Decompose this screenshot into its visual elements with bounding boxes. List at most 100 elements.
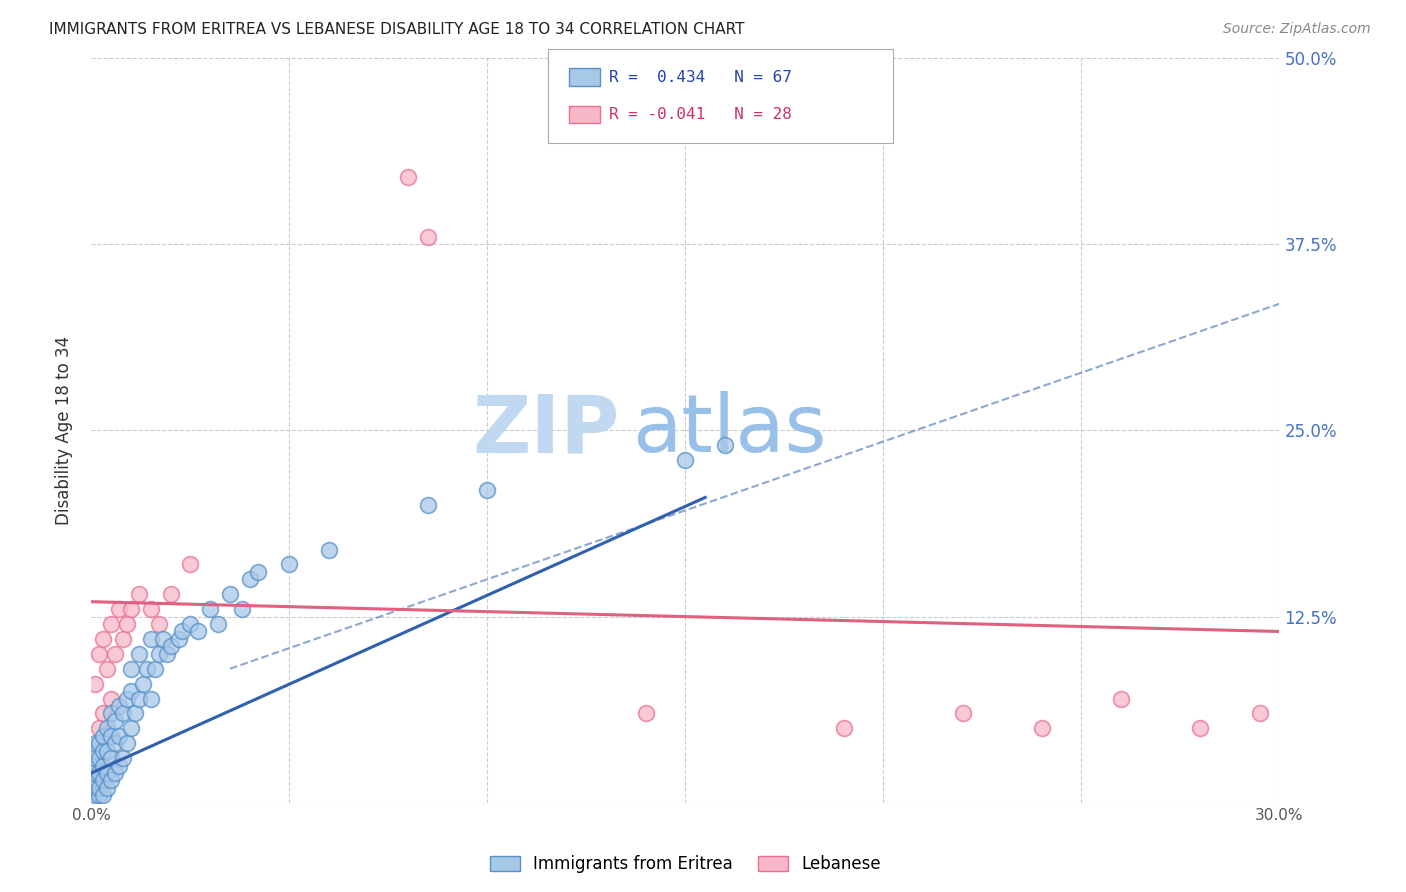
Text: ZIP: ZIP (472, 392, 620, 469)
Point (1031, 721, 1053, 735)
Point (318, 542, 340, 557)
Point (120, 721, 142, 735)
Point (91, 789, 114, 803)
Point (673, 453, 696, 467)
Text: R =  0.434   N = 67: R = 0.434 N = 67 (609, 70, 792, 85)
Point (91, 758, 114, 772)
Text: R = -0.041   N = 28: R = -0.041 N = 28 (609, 107, 792, 122)
Point (89, 647, 111, 661)
Point (128, 647, 150, 661)
Point (84, 744, 107, 758)
Point (231, 602, 253, 616)
Y-axis label: Disability Age 18 to 34: Disability Age 18 to 34 (55, 335, 73, 525)
Point (96, 744, 118, 758)
Point (91, 744, 114, 758)
Point (96, 662, 118, 676)
Point (139, 602, 162, 616)
Point (104, 714, 127, 728)
Point (89, 780, 111, 795)
Point (139, 691, 162, 706)
Point (91, 729, 114, 743)
Point (246, 565, 269, 579)
Point (477, 483, 499, 497)
Point (89, 736, 111, 750)
Point (115, 617, 138, 632)
Point (91, 632, 114, 646)
Point (128, 691, 150, 706)
Point (148, 617, 170, 632)
Point (108, 602, 131, 616)
Point (91, 773, 114, 788)
Point (120, 602, 142, 616)
Point (115, 691, 138, 706)
Point (84, 758, 107, 772)
Point (139, 632, 162, 646)
Point (89, 751, 111, 765)
Point (187, 624, 209, 639)
Point (1249, 706, 1271, 721)
Point (108, 698, 131, 713)
Point (91, 706, 114, 721)
Point (84, 676, 107, 690)
Point (84, 789, 107, 803)
Point (156, 647, 179, 661)
Point (148, 647, 170, 661)
Legend: Immigrants from Eritrea, Lebanese: Immigrants from Eritrea, Lebanese (484, 849, 887, 880)
Point (219, 587, 242, 601)
Point (100, 617, 122, 632)
Point (96, 766, 118, 780)
Point (108, 729, 131, 743)
Point (96, 780, 118, 795)
Point (1109, 691, 1132, 706)
Point (167, 632, 190, 646)
Point (100, 729, 122, 743)
Point (84, 780, 107, 795)
Point (143, 662, 166, 676)
Point (179, 558, 201, 572)
Point (84, 773, 107, 788)
Point (120, 662, 142, 676)
Point (159, 640, 181, 654)
Point (115, 736, 138, 750)
Point (278, 558, 301, 572)
Point (89, 721, 111, 735)
Point (634, 706, 657, 721)
Point (416, 229, 439, 244)
Text: atlas: atlas (631, 392, 827, 469)
Point (89, 766, 111, 780)
Point (112, 706, 135, 721)
Point (100, 706, 122, 721)
Point (1189, 721, 1212, 735)
Point (84, 751, 107, 765)
Point (132, 676, 155, 690)
Point (159, 587, 181, 601)
Point (89, 789, 111, 803)
Point (104, 766, 127, 780)
Point (135, 662, 157, 676)
Point (84, 780, 107, 795)
Point (96, 721, 118, 735)
Point (84, 736, 107, 750)
Point (714, 438, 737, 452)
Text: Source: ZipAtlas.com: Source: ZipAtlas.com (1223, 22, 1371, 37)
Point (172, 624, 194, 639)
Point (124, 706, 146, 721)
Point (104, 736, 127, 750)
Point (179, 617, 201, 632)
Text: IMMIGRANTS FROM ERITREA VS LEBANESE DISABILITY AGE 18 TO 34 CORRELATION CHART: IMMIGRANTS FROM ERITREA VS LEBANESE DISA… (49, 22, 745, 37)
Point (100, 691, 122, 706)
Point (396, 170, 419, 185)
Point (207, 617, 229, 632)
Point (104, 647, 127, 661)
Point (239, 573, 262, 587)
Point (120, 684, 142, 698)
Point (100, 773, 122, 788)
Point (112, 632, 135, 646)
Point (112, 751, 135, 765)
Point (832, 721, 855, 735)
Point (128, 587, 150, 601)
Point (152, 632, 174, 646)
Point (416, 498, 439, 512)
Point (84, 766, 107, 780)
Point (108, 758, 131, 772)
